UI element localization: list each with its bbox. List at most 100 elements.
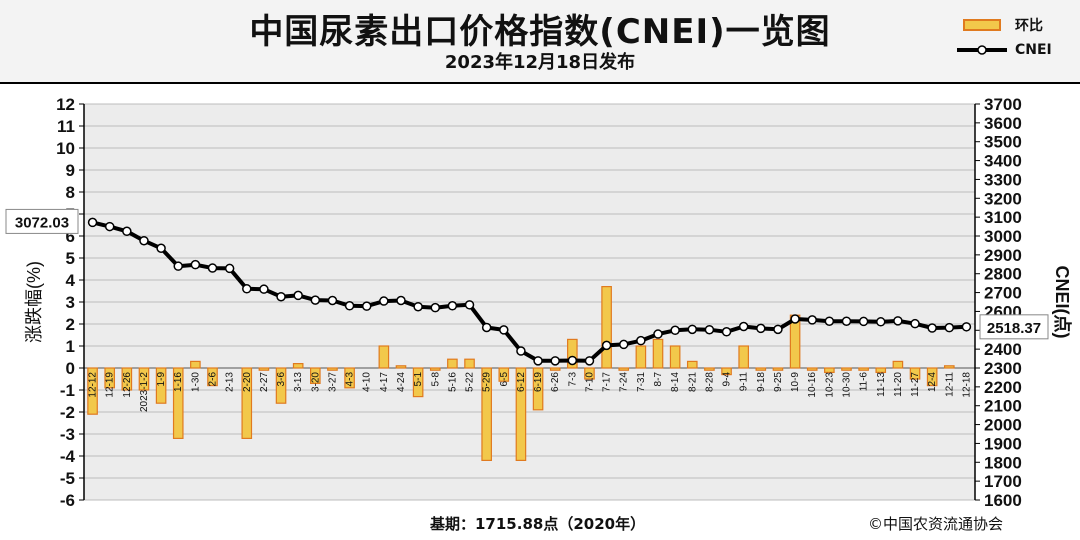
- last-value-box: [979, 314, 1049, 340]
- cnei-point: [944, 322, 955, 333]
- bar: [567, 338, 578, 369]
- legend-item-line: CNEI: [955, 40, 1080, 60]
- category-label: 10-23: [824, 372, 835, 398]
- bar: [635, 345, 647, 369]
- first-value-label: 3072.03: [15, 214, 69, 231]
- cnei-point: [927, 323, 937, 333]
- left-axis-title: 涨跌幅(%): [24, 261, 44, 343]
- bar: [378, 345, 390, 369]
- cnei-point: [242, 284, 252, 294]
- category-label: 11-27: [910, 372, 921, 397]
- legend-label-bar: 环比: [1015, 18, 1043, 34]
- left-tick-label: 8: [66, 183, 75, 202]
- right-axis-title: CNEI(点): [1052, 266, 1073, 339]
- left-tick-label: -5: [60, 469, 75, 488]
- cnei-point: [259, 284, 269, 294]
- bar: [481, 367, 492, 462]
- bar: [686, 360, 698, 369]
- right-tick-label: 3000: [984, 227, 1022, 246]
- cnei-point: [516, 346, 526, 356]
- right-tick-label: 3600: [984, 114, 1022, 133]
- right-tick-label: 3700: [984, 95, 1022, 114]
- right-tick-label: 3100: [984, 208, 1022, 227]
- bar: [429, 367, 441, 371]
- last-value-label: 2518.37: [987, 320, 1041, 337]
- right-tick-label: 1800: [984, 453, 1022, 472]
- category-label: 9-4: [722, 372, 733, 387]
- category-label: 7-24: [619, 372, 630, 392]
- bar: [258, 367, 270, 371]
- cnei-point: [841, 316, 852, 326]
- cnei-point: [173, 261, 183, 271]
- category-label: 9-25: [773, 372, 784, 392]
- category-label: 1-30: [190, 372, 201, 392]
- right-tick-label: 3500: [984, 133, 1022, 152]
- left-tick-label: 0: [66, 359, 75, 378]
- footer-copyright: ©中国农资流通协会: [868, 515, 1004, 533]
- bar: [841, 367, 852, 371]
- cnei-point: [687, 324, 698, 335]
- right-tick-label: 3200: [984, 189, 1022, 208]
- bar: [87, 367, 98, 415]
- cnei-point: [807, 315, 817, 325]
- bar: [241, 367, 253, 440]
- bar: [943, 365, 955, 369]
- bar: [292, 363, 304, 369]
- bar: [704, 367, 715, 371]
- bar: [755, 367, 767, 371]
- left-tick-label: 4: [66, 271, 76, 290]
- category-label: 6-26: [550, 372, 561, 392]
- bar: [121, 367, 133, 391]
- left-tick-label: 9: [66, 161, 75, 180]
- category-label: 2-6: [208, 372, 219, 387]
- cnei-point: [276, 291, 286, 302]
- cnei-line: [92, 220, 967, 363]
- category-label: 7-31: [636, 372, 647, 392]
- left-tick-label: 5: [66, 249, 75, 268]
- right-tick-label: 1600: [984, 491, 1022, 510]
- chart-subtitle: 2023年12月18日发布: [444, 52, 636, 73]
- cnei-point: [790, 314, 800, 324]
- bar: [738, 345, 749, 369]
- cnei-point: [756, 323, 766, 334]
- category-label: 8-21: [687, 372, 698, 392]
- cnei-point: [876, 317, 886, 327]
- left-tick-label: 12: [56, 95, 75, 114]
- category-label: 3-6: [276, 372, 287, 387]
- cnei-point: [858, 316, 869, 327]
- category-label: 1-16: [173, 372, 184, 392]
- bar: [875, 367, 887, 374]
- chart-header: 中国尿素出口价格指数(CNEI)一览图 2023年12月18日发布 环比 CNE…: [0, 0, 1080, 84]
- category-label: 11-13: [876, 372, 887, 397]
- category-label: 7-3: [567, 372, 578, 387]
- bar: [412, 367, 424, 398]
- legend-bar-swatch: [963, 19, 1001, 31]
- category-label: 8-14: [670, 372, 681, 392]
- bar: [721, 367, 732, 376]
- bar: [926, 367, 938, 387]
- category-label: 8-28: [704, 372, 715, 392]
- category-label: 7-10: [584, 372, 595, 392]
- cnei-point: [430, 302, 441, 313]
- cnei-point: [396, 295, 406, 306]
- right-tick-label: 2000: [984, 416, 1022, 435]
- cnei-point: [670, 325, 680, 336]
- bar: [327, 367, 338, 371]
- right-tick-label: 2800: [984, 265, 1022, 284]
- bar: [104, 367, 116, 389]
- bar: [824, 367, 835, 374]
- cnei-point: [293, 290, 303, 301]
- bar: [806, 367, 818, 371]
- bar: [909, 367, 921, 380]
- bar: [532, 367, 544, 411]
- right-tick-label: 2900: [984, 246, 1022, 265]
- category-label: 11-20: [893, 372, 904, 397]
- left-tick-label: 6: [66, 227, 75, 246]
- category-label: 3-20: [310, 372, 321, 392]
- cnei-point: [601, 340, 612, 351]
- category-label: 4-24: [396, 372, 407, 392]
- cnei-point: [122, 226, 132, 237]
- left-tick-label: 11: [57, 117, 75, 136]
- bar: [652, 338, 664, 369]
- bar: [618, 367, 630, 371]
